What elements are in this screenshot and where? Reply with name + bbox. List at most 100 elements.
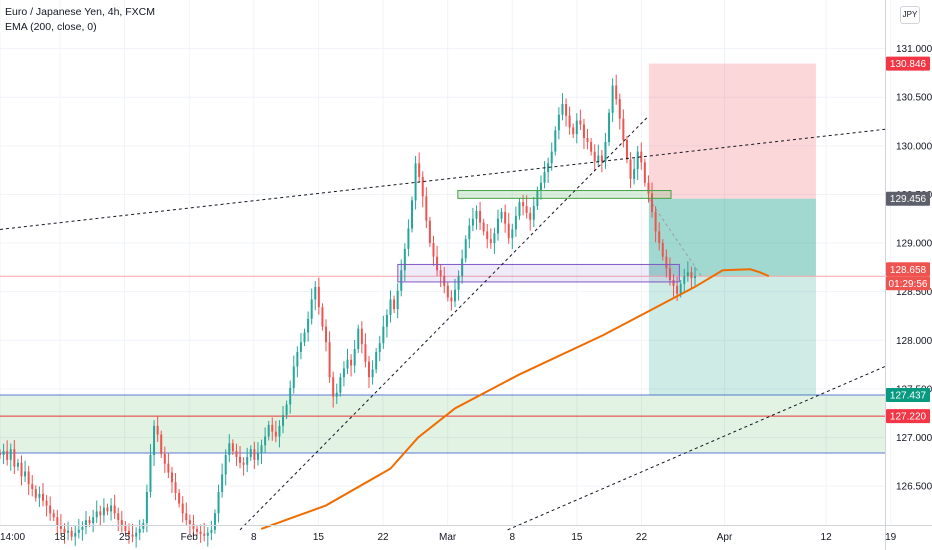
candle-body — [253, 449, 256, 460]
candle-body — [70, 530, 73, 537]
candle-body — [314, 286, 317, 300]
candle-body — [242, 462, 245, 465]
indicator-label[interactable]: EMA (200, close, 0) — [5, 21, 97, 33]
x-tick-label: Feb — [181, 532, 199, 543]
candle-body — [246, 456, 249, 465]
support-box — [397, 263, 680, 283]
candle-body — [378, 343, 381, 352]
candle-body — [482, 222, 485, 232]
candle-body — [507, 223, 510, 239]
candle-body — [475, 210, 478, 219]
x-tick-label: 8 — [251, 532, 257, 543]
y-tick-label: 126.500 — [896, 482, 932, 493]
candle-body — [679, 283, 682, 294]
candle-body — [206, 532, 209, 536]
price-label-bg — [886, 262, 930, 277]
candle-body — [149, 455, 152, 492]
candle-body — [400, 270, 403, 291]
candle-body — [676, 285, 679, 294]
x-tick-label: 15 — [571, 532, 583, 543]
price-label-countdown: 01:29:56 — [889, 279, 928, 290]
candle-body — [575, 120, 578, 135]
candle-body — [328, 342, 331, 378]
candle-body — [88, 520, 91, 524]
y-tick-label: 130.000 — [896, 141, 932, 152]
candle-body — [389, 299, 392, 315]
candle-body — [493, 233, 496, 244]
position-stop-zone — [648, 63, 816, 199]
chart-legend: Euro / Japanese Yen, 4h, FXCM EMA (200, … — [5, 5, 155, 35]
candle-body — [425, 196, 428, 221]
candle-body — [593, 151, 596, 162]
candle-body — [156, 425, 159, 435]
candle-body — [450, 297, 453, 302]
candle-body — [428, 220, 431, 244]
candle-body — [181, 503, 184, 514]
candle-body — [95, 511, 98, 518]
candle-body — [99, 511, 102, 516]
x-tick-label: 22 — [377, 532, 389, 543]
y-tick-label: 127.000 — [896, 433, 932, 444]
candle-body — [199, 531, 202, 534]
candle-body — [586, 138, 589, 142]
candle-body — [203, 533, 206, 536]
candle-body — [16, 462, 19, 467]
candle-body — [27, 471, 30, 485]
candle-body — [539, 182, 542, 191]
candle-body — [335, 392, 338, 397]
candle-body — [353, 349, 356, 366]
candle-body — [364, 344, 367, 362]
candle-body — [661, 243, 664, 257]
symbol-title: Euro / Japanese Yen, 4h, FXCM — [5, 6, 156, 18]
candle-body — [486, 231, 489, 240]
candle-body — [357, 328, 360, 350]
x-tick-label: Apr — [717, 532, 733, 543]
candle-body — [668, 268, 671, 280]
candle-body — [468, 225, 471, 240]
candle-body — [127, 530, 130, 535]
candle-body — [0, 453, 1, 455]
candle-body — [446, 285, 449, 298]
price-label-bg — [886, 409, 930, 424]
price-label-bg — [886, 388, 930, 403]
candle-body — [636, 151, 639, 170]
candle-body — [278, 425, 281, 437]
candle-body — [543, 172, 546, 183]
currency-button[interactable]: JPY — [900, 6, 920, 24]
price-label-target: 127.437 — [890, 391, 927, 402]
candle-body — [31, 484, 34, 490]
candle-body — [102, 507, 105, 516]
candle-body — [289, 387, 292, 405]
candle-body — [6, 451, 9, 460]
candle-body — [615, 85, 618, 100]
candle-body — [163, 454, 166, 464]
candle-body — [145, 491, 148, 524]
candle-body — [174, 482, 177, 493]
candle-body — [479, 210, 482, 223]
x-tick-label: Mar — [439, 532, 457, 543]
candle-body — [196, 528, 199, 532]
candle-body — [550, 151, 553, 164]
candle-body — [38, 493, 41, 498]
candle-body — [339, 377, 342, 393]
candle-body — [224, 455, 227, 475]
candle-body — [282, 415, 285, 426]
price-label-stop: 130.846 — [890, 59, 927, 70]
candle-body — [81, 526, 84, 530]
candle-body — [24, 471, 27, 477]
candle-body — [654, 211, 657, 232]
candle-body — [188, 520, 191, 525]
candle-body — [317, 286, 320, 308]
x-tick-label: 15 — [313, 532, 325, 543]
candle-body — [407, 228, 410, 249]
candle-body — [34, 489, 37, 498]
trendline-0 — [0, 128, 886, 230]
y-tick-label: 131.000 — [896, 44, 932, 55]
candle-body — [267, 424, 270, 437]
candle-body — [457, 276, 460, 290]
candle-body — [63, 528, 66, 533]
candle-body — [421, 176, 424, 197]
candle-body — [461, 258, 464, 277]
